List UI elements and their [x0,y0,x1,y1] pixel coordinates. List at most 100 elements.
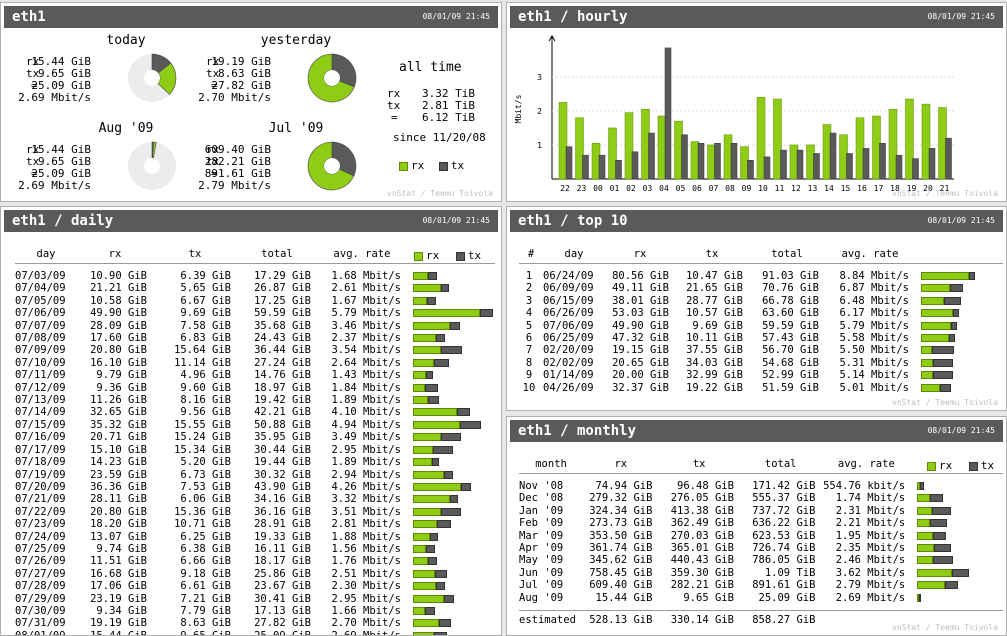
bar-cell [915,320,1003,332]
rx-bar [413,606,425,615]
alltime-tx-value: 2.81 TiB [422,99,475,112]
table-cell: 07/28/09 [15,580,66,593]
top10-footer: vnStat / Teemu Toivola [892,398,998,407]
table-row: 6 06/25/09 47.32 GiB 10.11 GiB 57.43 GiB 5.58… [519,332,1003,344]
table-row: 08/01/09 15.44 GiB 9.65 GiB 25.09 GiB 2.69 M… [15,629,495,636]
table-header-row: day rx tx total avg. rate [15,245,495,264]
summary-tx-label: tx [26,67,40,80]
table-row: Jul '09 609.40 GiB 282.21 GiB 891.61 GiB 2.7… [519,579,1003,591]
rx-bar [917,519,931,528]
bar-cell [407,419,495,431]
daily-timestamp: 08/01/09 21:45 [422,216,490,225]
summary-rx-label: rx [206,55,220,68]
x-tick-label: 14 [824,184,834,193]
summary-block: yesterday rx 19.19 GiB tx 8.63 GiB = 27.82 GiB… [181,33,361,119]
table-cell: 47.32 GiB [612,332,669,345]
column-header: avg. rate [317,245,407,264]
tx-bar [434,358,449,367]
hourly-tx-bar [829,132,837,180]
tx-bar [441,284,449,293]
table-header-row: # day rx tx total avg. rate [519,245,1003,264]
tx-bar [932,346,954,355]
rx-bar [413,321,450,330]
table-cell: 06/15/09 [543,294,594,307]
tx-bar [460,420,481,429]
table-cell: 1.89 Mbit/s [331,394,401,407]
monthly-title: eth1 / monthly [518,423,637,439]
rx-bar [413,482,461,491]
tx-bar [436,334,445,343]
table-row: 07/14/09 32.65 GiB 9.56 GiB 42.21 GiB 4.10 M… [15,406,495,418]
bar-cell [911,567,1003,579]
table-cell: 18.97 GiB [254,381,311,394]
table-cell: 1.84 Mbit/s [331,381,401,394]
column-header: total [237,245,317,264]
table-cell: 07/14/09 [15,406,66,419]
table-cell: 15.64 GiB [174,344,231,357]
rx-bar [413,371,426,380]
table-cell: 07/26/09 [15,555,66,568]
table-cell: 413.38 GiB [670,504,734,517]
summary-block-title: Aug '09 [98,121,154,136]
table-cell: Jul '09 [519,579,564,592]
table-cell: 273.73 GiB [589,517,653,530]
rx-bar [413,346,441,355]
x-tick-label: 09 [742,184,752,193]
table-cell: 07/18/09 [15,456,66,469]
column-header: avg. rate [821,455,912,474]
table-cell: 15.36 GiB [174,505,231,518]
alltime-since: since 11/20/08 [393,131,486,144]
table-cell: 345.62 GiB [589,554,653,567]
rx-bar [413,383,425,392]
table-cell: 1.74 Mbit/s [835,492,906,505]
table-cell: 10.71 GiB [174,518,231,531]
tx-bar [950,284,963,293]
rx-bar [413,358,434,367]
table-row: Aug '09 15.44 GiB 9.65 GiB 25.09 GiB 2.69 Mb… [519,592,1003,604]
summary-total-value: 891.61 GiB [204,167,271,180]
table-cell: 9.18 GiB [180,567,231,580]
column-header: rx [605,245,675,264]
table-cell: 6.17 Mbit/s [839,307,909,320]
summary-total-label: = [211,79,218,92]
y-axis-label: Mbit/s [514,94,523,123]
table-cell: 51.59 GiB [762,381,819,394]
tx-bar [426,371,433,380]
table-cell: 24.43 GiB [254,332,311,345]
table-cell: 891.61 GiB [752,579,816,592]
tx-bar [441,346,462,355]
summary-footer: vnStat / Teemu Toivola [387,189,493,198]
table-cell: 9.69 GiB [180,307,231,320]
x-tick-label: 23 [577,184,587,193]
hourly-tx-bar [631,151,639,180]
table-cell: 2.69 Mbit/s [331,629,401,636]
table-cell: 6.83 GiB [180,332,231,345]
table-cell: 34.03 GiB [686,356,743,369]
hourly-tx-bar [862,148,870,180]
bar-cell [407,357,495,369]
tx-legend-swatch [438,161,448,171]
column-header: tx [658,455,740,474]
tx-bar [944,296,961,305]
table-cell: 07/16/09 [15,431,66,444]
table-cell: 07/10/09 [15,356,66,369]
table-cell: 36.36 GiB [90,480,147,493]
table-cell: 07/22/09 [15,505,66,518]
table-cell: 49.90 GiB [612,319,669,332]
rx-bar [921,309,953,318]
bar-cell [407,543,495,555]
table-cell: 7.58 GiB [180,319,231,332]
estimated-label: estimated [519,613,576,626]
table-cell: 25.09 GiB [758,591,816,604]
table-row: 07/18/09 14.23 GiB 5.20 GiB 19.44 GiB 1.89 M… [15,456,495,468]
rx-bar [413,619,439,628]
table-cell: 19.22 GiB [686,381,743,394]
table-cell: 06/24/09 [543,270,594,282]
top10-timestamp: 08/01/09 21:45 [927,216,995,225]
table-cell: 07/27/09 [15,567,66,580]
table-row: 07/03/09 10.90 GiB 6.39 GiB 17.29 GiB 1.68 M… [15,270,495,282]
hourly-panel: eth1 / hourly 08/01/09 21:45 1 2 3 Mbit/s 22… [506,2,1007,202]
table-cell: 25.86 GiB [254,567,311,580]
summary-rx-label: rx [206,143,220,156]
table-cell: 15.34 GiB [174,443,231,456]
